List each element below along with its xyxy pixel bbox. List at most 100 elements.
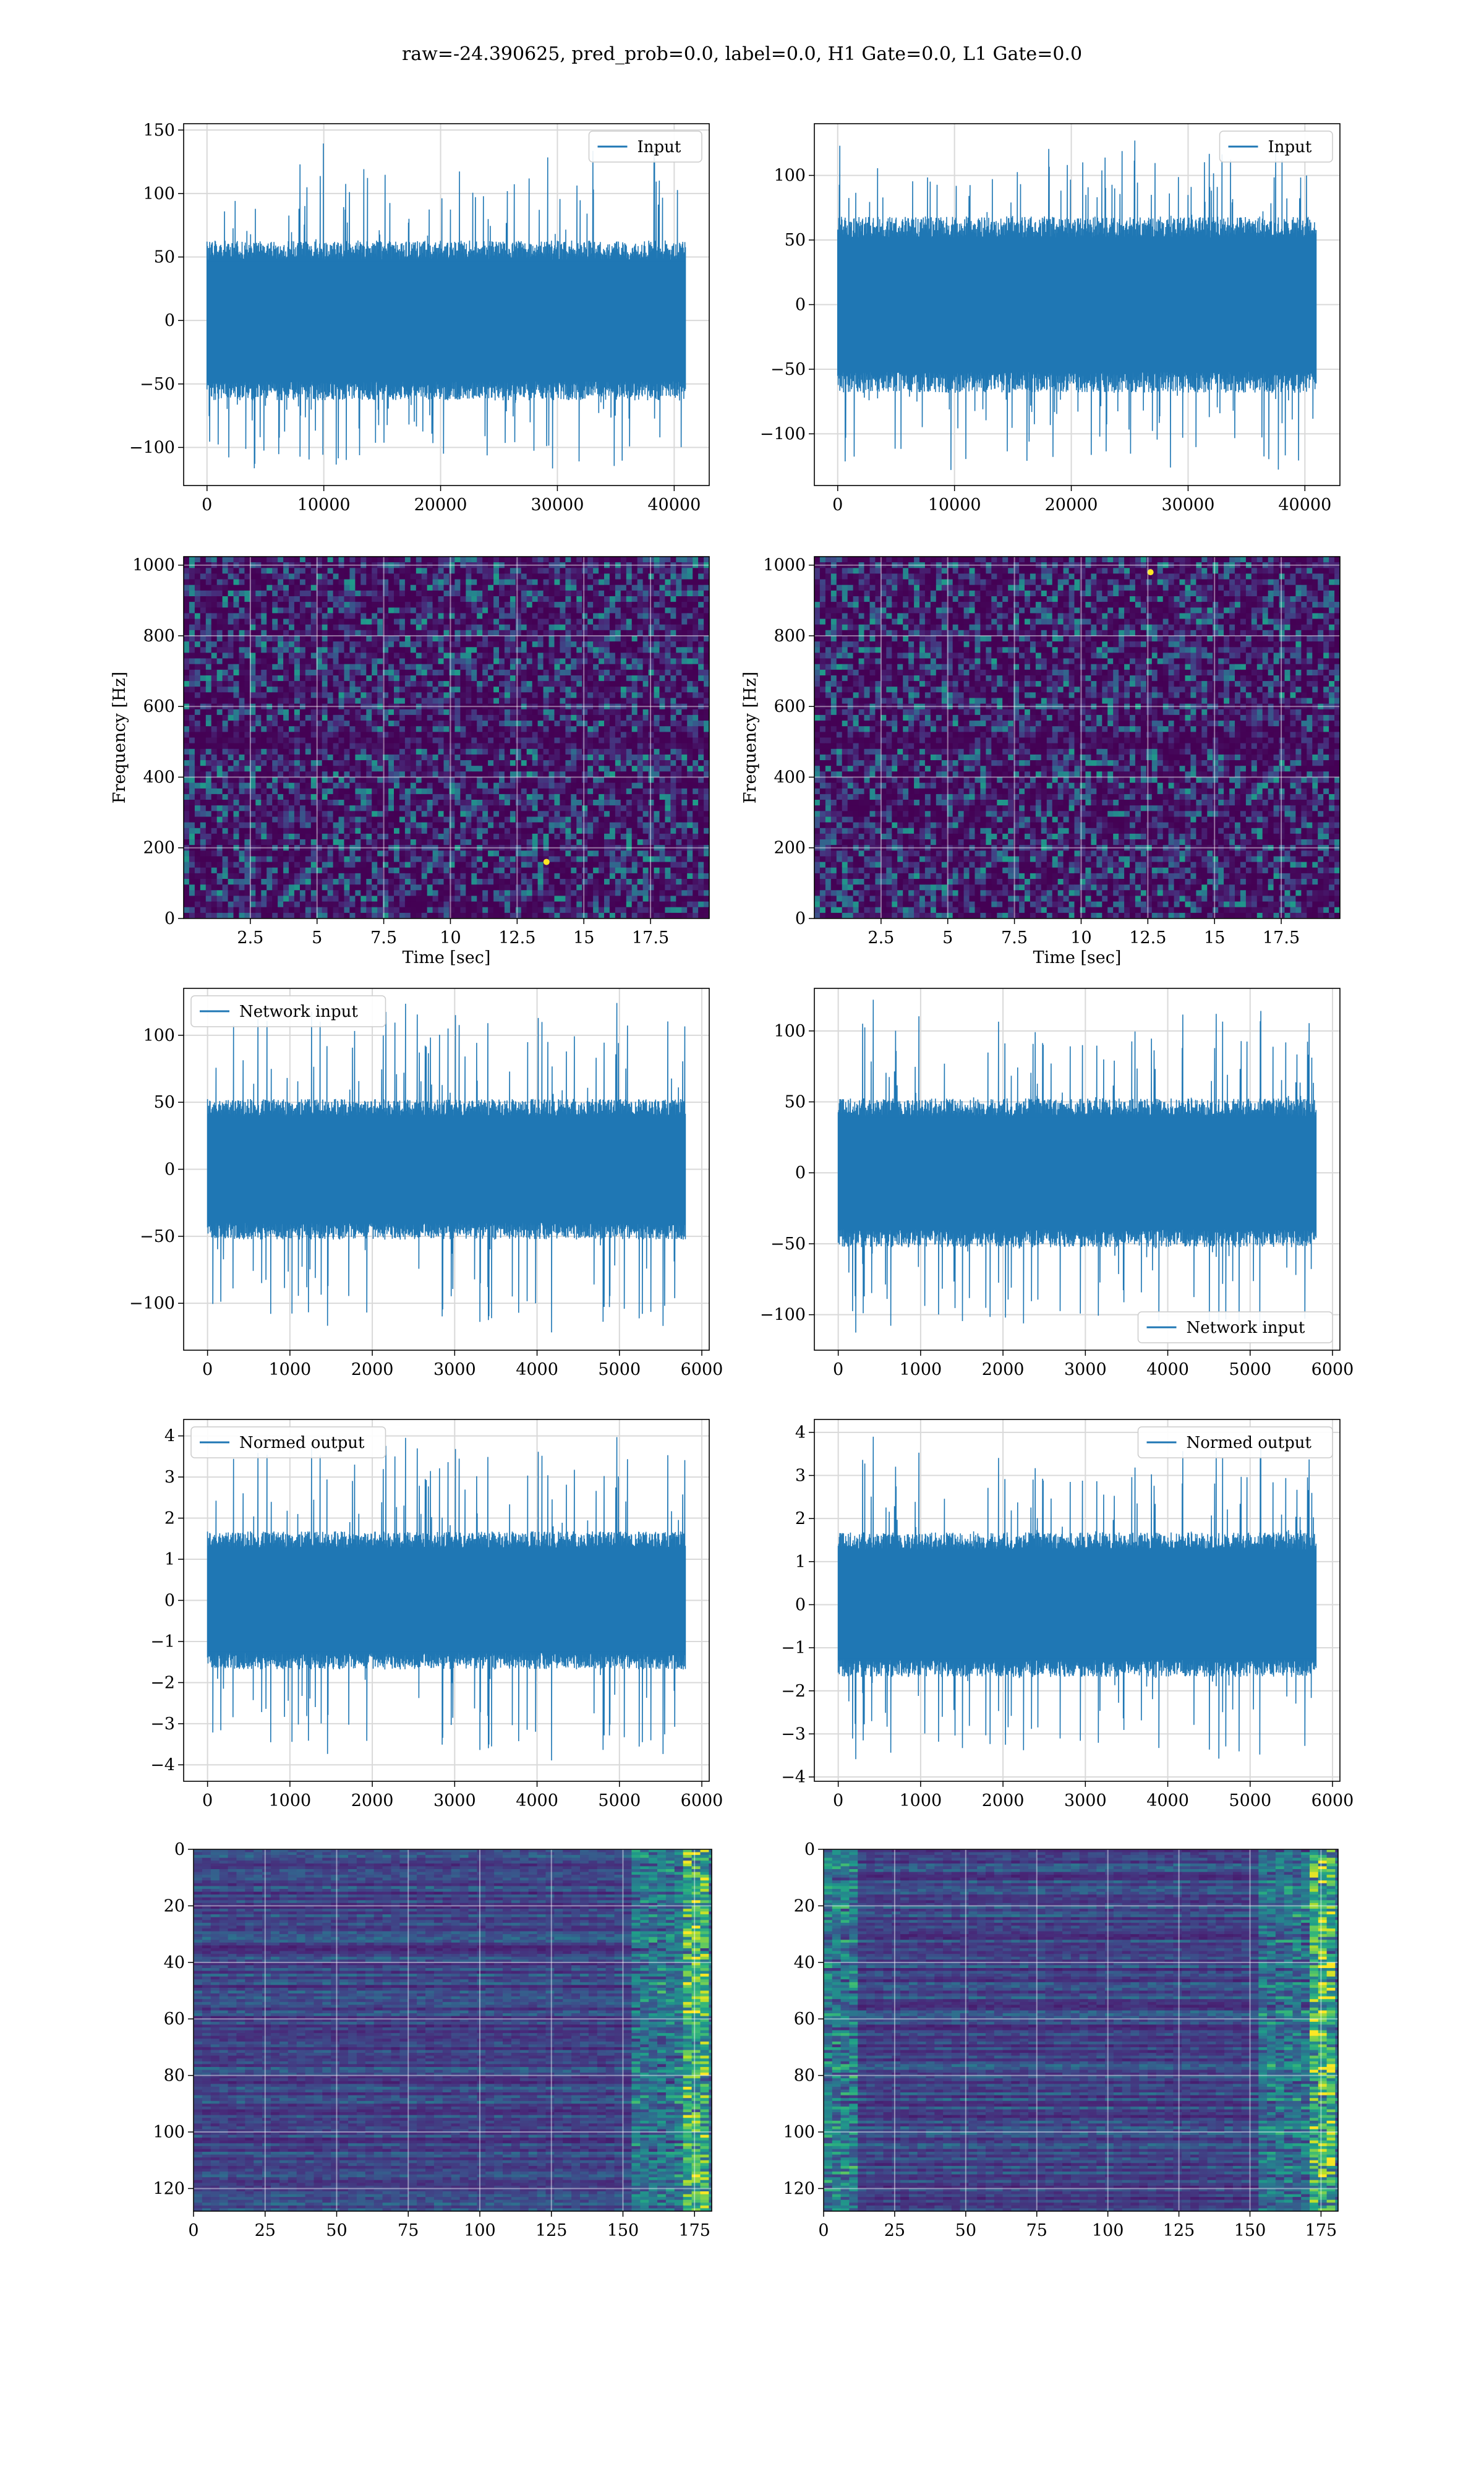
x-tick-label: 6000 xyxy=(681,1360,723,1379)
y-axis-label: Frequency [Hz] xyxy=(110,672,129,803)
x-tick-label: 6000 xyxy=(1311,1360,1354,1379)
series-band xyxy=(838,1117,1316,1228)
y-tick-label: 50 xyxy=(785,231,806,250)
y-tick-label: 60 xyxy=(164,2010,185,2029)
x-tick-label: 1000 xyxy=(900,1791,942,1810)
x-tick-label: 1000 xyxy=(269,1360,312,1379)
legend-box xyxy=(1137,1311,1333,1343)
series-band xyxy=(207,1117,686,1222)
y-tick-label: 0 xyxy=(164,1160,175,1179)
x-tick-label: 20000 xyxy=(1045,495,1098,515)
x-tick-label: 3000 xyxy=(1064,1791,1107,1810)
y-tick-label: 50 xyxy=(154,1093,175,1112)
y-tick-label: −1 xyxy=(150,1632,175,1651)
x-tick-label: 10000 xyxy=(297,495,351,515)
y-tick-label: 20 xyxy=(794,1896,815,1915)
y-tick-label: 100 xyxy=(774,166,806,186)
series-band xyxy=(207,261,686,380)
x-tick-label: 50 xyxy=(326,2221,347,2240)
x-tick-label: 5000 xyxy=(598,1791,641,1810)
y-tick-label: 60 xyxy=(794,2010,815,2029)
y-tick-label: 1 xyxy=(795,1552,806,1572)
x-tick-label: 17.5 xyxy=(1263,928,1300,948)
x-tick-label: 2000 xyxy=(351,1791,394,1810)
legend: Input xyxy=(1219,131,1333,163)
x-tick-label: 0 xyxy=(202,1791,213,1810)
x-tick-label: 150 xyxy=(607,2221,639,2240)
heatmap-image xyxy=(194,1849,712,2211)
series-band xyxy=(207,1549,686,1652)
x-tick-label: 12.5 xyxy=(1129,928,1166,948)
x-tick-label: 5000 xyxy=(1229,1360,1271,1379)
chart-feature-map-l1: 0 25 50 75 100 125 150 175 0 20 40 60 80 100 120 xyxy=(783,1840,1339,2240)
y-tick-label: 2 xyxy=(795,1509,806,1528)
x-tick-label: 17.5 xyxy=(632,928,669,948)
x-tick-label: 125 xyxy=(1163,2221,1195,2240)
y-tick-label: −50 xyxy=(770,360,806,379)
y-tick-label: 0 xyxy=(795,1163,806,1183)
y-tick-label: 20 xyxy=(164,1896,185,1915)
x-tick-label: 40000 xyxy=(1278,495,1331,515)
y-tick-label: 120 xyxy=(153,2179,185,2198)
y-tick-label: 3 xyxy=(795,1466,806,1486)
x-tick-label: 25 xyxy=(255,2221,276,2240)
y-tick-label: 100 xyxy=(774,1022,806,1041)
chart-network-input-h1: 0 1000 2000 3000 4000 5000 6000 −100 −50 0 50 100 Ne… xyxy=(129,988,723,1379)
spectrogram-hot-spot xyxy=(1147,569,1154,576)
y-tick-label: −50 xyxy=(140,1227,175,1246)
chart-feature-map-h1: 0 25 50 75 100 125 150 175 0 20 40 60 80 100 120 xyxy=(153,1840,712,2240)
x-tick-label: 12.5 xyxy=(498,928,535,948)
x-tick-label: 50 xyxy=(955,2221,976,2240)
y-tick-label: 0 xyxy=(795,909,806,928)
x-tick-label: 4000 xyxy=(516,1791,558,1810)
x-tick-label: 25 xyxy=(884,2221,905,2240)
chart-input-l1: 0 10000 20000 30000 40000 −100 −50 0 50 100 Input xyxy=(760,123,1341,515)
x-tick-label: 10000 xyxy=(928,495,981,515)
chart-spectrogram-l1: 2.5 5 7.5 10 12.5 15 17.5 0 200 400 600 800 1000 Time… xyxy=(741,556,1341,967)
x-tick-label: 2000 xyxy=(351,1360,394,1379)
axes-frame xyxy=(183,556,710,919)
x-tick-label: 1000 xyxy=(900,1360,942,1379)
x-tick-label: 75 xyxy=(398,2221,419,2240)
chart-normed-output-l1: 0 1000 2000 3000 4000 5000 6000 −4 −3 −2 −1 0 1 2 3 4 No… xyxy=(781,1419,1354,1810)
legend-box xyxy=(1219,131,1333,163)
y-tick-label: −100 xyxy=(129,438,175,457)
chart-input-h1: 0 10000 20000 30000 40000 −100 −50 0 50 100 150 Inp… xyxy=(129,121,710,515)
x-tick-label: 10 xyxy=(440,928,461,948)
x-tick-label: 3000 xyxy=(433,1360,476,1379)
y-tick-label: 40 xyxy=(164,1953,185,1972)
y-axis-label: Frequency [Hz] xyxy=(741,672,760,803)
x-tick-label: 0 xyxy=(202,495,212,515)
legend-label: Normed output xyxy=(239,1434,365,1452)
spectrogram-hot-spot xyxy=(543,858,550,865)
x-tick-label: 100 xyxy=(1092,2221,1124,2240)
grid-lines xyxy=(824,1849,1338,2211)
x-tick-label: 0 xyxy=(833,1360,843,1379)
legend-label: Normed output xyxy=(1187,1434,1312,1452)
y-tick-label: 50 xyxy=(785,1093,806,1112)
legend: Normed output xyxy=(190,1426,386,1458)
y-tick-label: 1000 xyxy=(763,556,806,575)
y-tick-label: −4 xyxy=(781,1768,806,1787)
x-tick-label: 2.5 xyxy=(868,928,894,948)
y-tick-label: 100 xyxy=(153,2123,185,2142)
x-tick-label: 20000 xyxy=(414,495,467,515)
x-tick-label: 6000 xyxy=(681,1791,723,1810)
heatmap-image xyxy=(184,557,709,918)
x-tick-label: 2.5 xyxy=(237,928,263,948)
legend-box xyxy=(190,1426,386,1458)
x-tick-label: 15 xyxy=(1204,928,1225,948)
legend-label: Input xyxy=(638,138,681,156)
grid-lines xyxy=(814,557,1340,918)
x-tick-label: 5 xyxy=(312,928,322,948)
y-tick-label: 1 xyxy=(164,1550,175,1569)
y-tick-label: −100 xyxy=(760,424,806,443)
y-tick-label: 40 xyxy=(794,1953,815,1972)
legend: Network input xyxy=(190,995,386,1027)
x-tick-label: 7.5 xyxy=(1001,928,1028,948)
axes-frame xyxy=(823,1849,1339,2212)
y-tick-label: 400 xyxy=(774,768,806,787)
x-tick-label: 5 xyxy=(942,928,953,948)
legend-label: Input xyxy=(1268,138,1312,156)
x-tick-label: 6000 xyxy=(1311,1791,1354,1810)
